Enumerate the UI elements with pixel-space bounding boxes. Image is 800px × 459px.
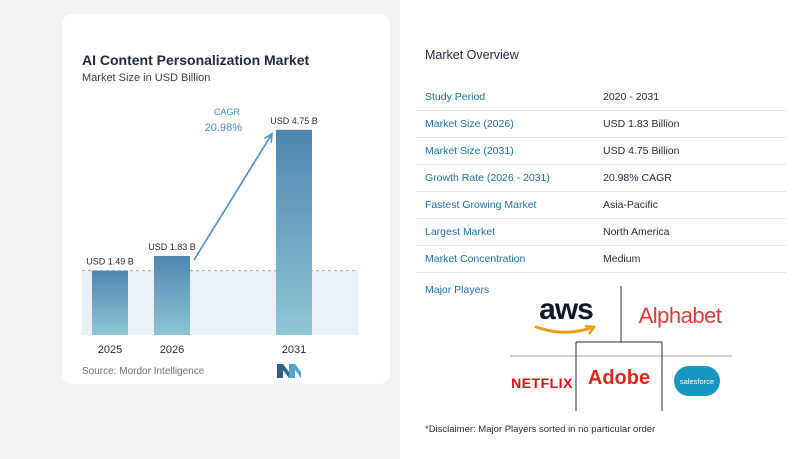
overview-value: Asia-Pacific [603, 199, 658, 211]
overview-label: Market Concentration [425, 253, 526, 265]
cagr-value: 20.98% [205, 122, 243, 134]
bar-2026 [154, 255, 190, 335]
cagr-arrow [193, 133, 273, 261]
overview-row: Market Size (2026) USD 1.83 Billion [416, 111, 786, 138]
chart-subtitle: Market Size in USD Billion [82, 72, 211, 84]
overview-row: Market Size (2031) USD 4.75 Billion [416, 138, 786, 165]
overview-value: North America [603, 226, 670, 238]
disclaimer: *Disclaimer: Major Players sorted in no … [425, 424, 656, 435]
x-tick-2025: 2025 [98, 344, 122, 356]
alphabet-logo: Alphabet [638, 303, 722, 328]
data-label-2031: USD 4.75 B [270, 116, 318, 126]
logo-grid-lines [510, 286, 732, 411]
netflix-logo: NETFLIX [511, 375, 573, 391]
overview-title: Market Overview [425, 48, 519, 62]
aws-logo: aws [520, 290, 612, 340]
overview-value: 2020 - 2031 [603, 91, 660, 103]
overview-row: Growth Rate (2026 - 2031) 20.98% CAGR [416, 165, 786, 192]
bar-2031 [276, 129, 312, 335]
overview-row: Study Period 2020 - 2031 [416, 84, 786, 111]
data-label-2025: USD 1.49 B [86, 257, 134, 267]
aws-smile-icon [534, 325, 597, 335]
bar-2025 [92, 270, 128, 335]
overview-label: Fastest Growing Market [425, 199, 537, 211]
major-players-label: Major Players [425, 284, 490, 296]
overview-value: 20.98% CAGR [603, 172, 672, 184]
mordor-logo-icon [277, 364, 301, 378]
x-tick-2026: 2026 [160, 344, 184, 356]
bar-chart: USD 1.49 B 2025 USD 1.83 B 2026 USD 4.75 B 20… [82, 107, 358, 356]
chart-card: AI Content Personalization Market Market… [62, 14, 390, 384]
adobe-logo: Adobe [587, 366, 651, 389]
data-label-2026: USD 1.83 B [148, 242, 196, 252]
salesforce-cloud-icon: salesforce [674, 366, 720, 396]
salesforce-logo: salesforce [674, 366, 720, 396]
chart-title: AI Content Personalization Market [82, 52, 310, 68]
overview-table: Study Period 2020 - 2031 Market Size (20… [416, 84, 786, 273]
cagr-label: CAGR [214, 107, 241, 117]
major-players-grid: aws Alphabet NETFLIX Adobe salesforce [510, 286, 732, 411]
overview-value: USD 4.75 Billion [603, 145, 680, 157]
overview-row: Market Concentration Medium [416, 246, 786, 273]
market-overview-panel: Market Overview Study Period 2020 - 2031… [400, 0, 800, 459]
overview-label: Market Size (2026) [425, 118, 514, 130]
overview-value: USD 1.83 Billion [603, 118, 680, 130]
overview-value: Medium [603, 253, 641, 265]
overview-label: Growth Rate (2026 - 2031) [425, 172, 550, 184]
overview-row: Largest Market North America [416, 219, 786, 246]
overview-label: Study Period [425, 91, 486, 103]
overview-label: Largest Market [425, 226, 496, 238]
source-note: Source: Mordor Intelligence [82, 366, 205, 377]
x-tick-2031: 2031 [282, 344, 306, 356]
overview-label: Market Size (2031) [425, 145, 514, 157]
overview-row: Fastest Growing Market Asia-Pacific [416, 192, 786, 219]
cagr-arrowhead [263, 132, 273, 143]
